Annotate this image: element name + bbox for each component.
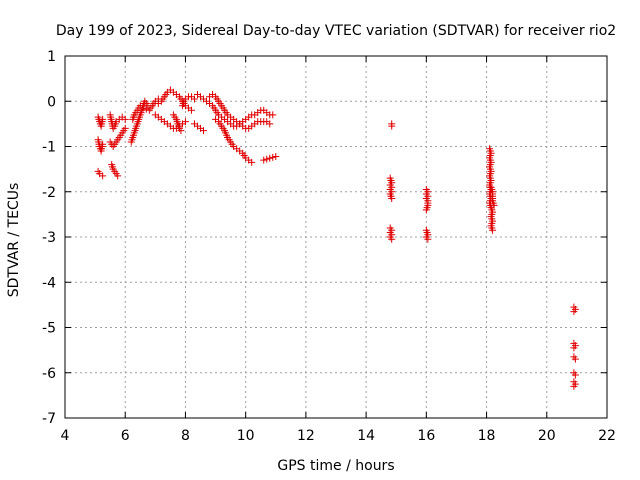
data-point: [200, 127, 208, 135]
data-point: [388, 235, 396, 243]
data-point: [260, 156, 268, 164]
x-tick-label: 6: [121, 428, 130, 444]
y-tick-label: 0: [47, 94, 56, 110]
axis-ticks: [64, 55, 608, 419]
x-tick-label: 18: [478, 428, 496, 444]
data-point: [490, 201, 498, 209]
data-point: [99, 140, 107, 148]
data-point: [114, 172, 122, 180]
plot-frame: [64, 55, 608, 419]
data-point: [263, 155, 271, 163]
data-point: [571, 371, 579, 379]
x-tick-label: 8: [181, 428, 190, 444]
data-point: [269, 111, 277, 119]
y-tick-label: 1: [47, 49, 56, 65]
data-point: [424, 235, 432, 243]
data-points: [94, 86, 579, 390]
data-point: [489, 226, 497, 234]
data-point: [187, 106, 195, 114]
data-point: [190, 95, 198, 103]
data-point: [121, 115, 129, 123]
x-axis-tick-labels: 4 6 8 10 12 14 16 18 20 22: [61, 428, 616, 444]
x-axis-label: GPS time / hours: [277, 458, 394, 474]
data-point: [571, 355, 579, 363]
data-point: [388, 195, 396, 203]
data-point: [272, 152, 280, 160]
y-tick-label: -7: [42, 411, 56, 427]
data-point: [266, 154, 274, 162]
y-tick-label: -5: [42, 321, 56, 337]
data-point: [570, 344, 578, 352]
data-point: [570, 382, 578, 390]
x-tick-label: 22: [598, 428, 616, 444]
data-point: [388, 122, 396, 130]
data-point: [248, 158, 256, 166]
x-tick-label: 14: [357, 428, 375, 444]
y-tick-label: -6: [42, 366, 56, 382]
y-tick-label: -3: [42, 230, 56, 246]
y-axis-tick-labels: 1 0 -1 -2 -3 -4 -5 -6 -7: [42, 49, 56, 427]
x-tick-label: 4: [61, 428, 70, 444]
x-tick-label: 10: [237, 428, 255, 444]
data-point: [570, 308, 578, 316]
data-point: [181, 118, 189, 126]
y-tick-label: -1: [42, 140, 56, 156]
x-tick-label: 12: [297, 428, 315, 444]
data-point: [121, 124, 129, 132]
data-point: [177, 127, 185, 135]
x-tick-label: 16: [417, 428, 435, 444]
data-point: [142, 105, 150, 113]
y-axis-label: SDTVAR / TECUs: [6, 183, 22, 298]
data-point: [269, 153, 277, 161]
y-tick-label: -4: [42, 275, 56, 291]
data-point: [139, 104, 147, 112]
data-point: [99, 115, 107, 123]
data-point: [266, 120, 274, 128]
x-tick-label: 20: [538, 428, 556, 444]
chart-title: Day 199 of 2023, Sidereal Day-to-day VTE…: [56, 23, 616, 39]
data-point: [422, 206, 430, 214]
data-point: [99, 172, 107, 180]
y-tick-label: -2: [42, 185, 56, 201]
